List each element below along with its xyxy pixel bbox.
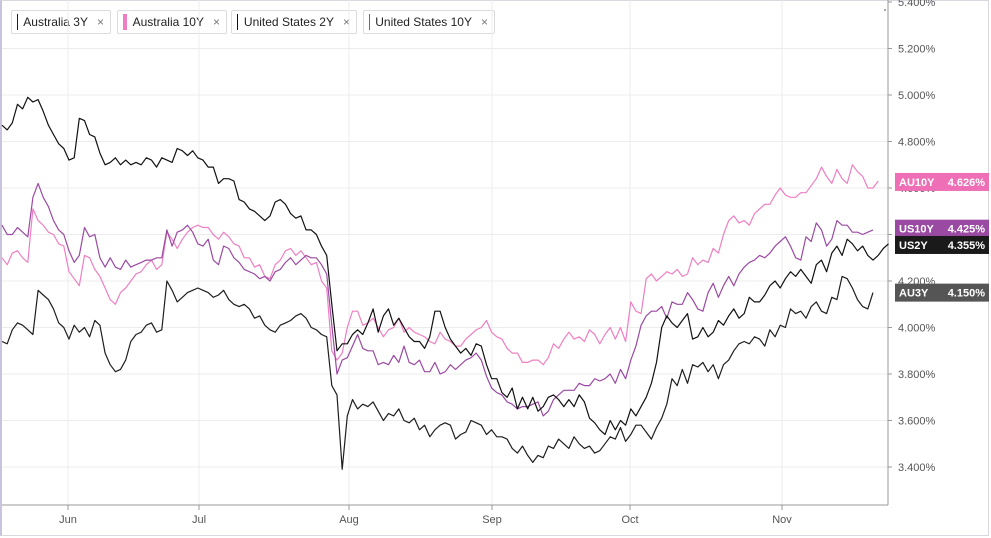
close-icon[interactable]: × (342, 15, 350, 29)
last-value-tag-au3y: AU3Y 4.150% (895, 283, 989, 302)
legend-label: United States 2Y (243, 15, 334, 29)
legend-chip-australia-3y[interactable]: Australia 3Y × (11, 10, 111, 34)
tag-background (895, 219, 989, 238)
y-tick-label: 3.400% (898, 462, 936, 474)
legend-swatch (123, 14, 127, 30)
close-icon[interactable]: × (96, 15, 104, 29)
y-tick-label: 5.200% (898, 44, 936, 56)
y-tick-label: 4.000% (898, 323, 936, 335)
legend-label: United States 10Y (375, 15, 472, 29)
legend-label: Australia 10Y (132, 15, 204, 29)
last-value-tag-au10y: AU10Y 4.626% (895, 172, 989, 191)
x-tick-label: Aug (339, 514, 359, 526)
tag-background (895, 172, 989, 191)
y-tick-label: 3.600% (898, 416, 936, 428)
y-tick-label: 4.800% (898, 137, 936, 149)
x-tick-label: Sep (482, 514, 502, 526)
series-line-united-states-10y (1, 182, 874, 417)
legend-chip-australia-10y[interactable]: Australia 10Y × (117, 10, 227, 34)
tag-code: US2Y (899, 240, 928, 252)
x-tick-label: Jun (59, 514, 77, 526)
legend-label: Australia 3Y (23, 15, 88, 29)
x-tick-label: Jul (192, 514, 206, 526)
x-tick-label: Nov (772, 514, 792, 526)
tag-code: AU10Y (899, 177, 935, 189)
last-value-tag-us10y: US10Y 4.425% (895, 219, 989, 238)
tag-value: 4.626% (948, 177, 986, 189)
legend-swatch (237, 14, 238, 30)
tag-code: AU3Y (899, 288, 929, 300)
series-line-australia-3y (1, 275, 874, 470)
legend-chip-united-states-2y[interactable]: United States 2Y × (231, 10, 357, 34)
y-tick-label: 5.000% (898, 90, 936, 102)
grid (2, 0, 888, 505)
series-line-united-states-2y (1, 96, 889, 436)
legend-chip-united-states-10y[interactable]: United States 10Y × (363, 10, 495, 34)
x-tick-label: Oct (621, 514, 638, 526)
series-line-australia-10y (1, 164, 879, 366)
close-icon[interactable]: × (212, 15, 220, 29)
y-tick-label: 5.400% (898, 0, 936, 9)
y-tick-label: 3.800% (898, 369, 936, 381)
last-value-tag-us2y: US2Y 4.355% (895, 235, 989, 254)
tag-background (895, 235, 989, 254)
tag-value: 4.355% (948, 240, 986, 252)
tag-value: 4.150% (948, 288, 986, 300)
tag-background (895, 283, 989, 302)
close-icon[interactable]: × (480, 15, 488, 29)
tag-code: US10Y (899, 224, 935, 236)
tag-value: 4.425% (948, 224, 986, 236)
